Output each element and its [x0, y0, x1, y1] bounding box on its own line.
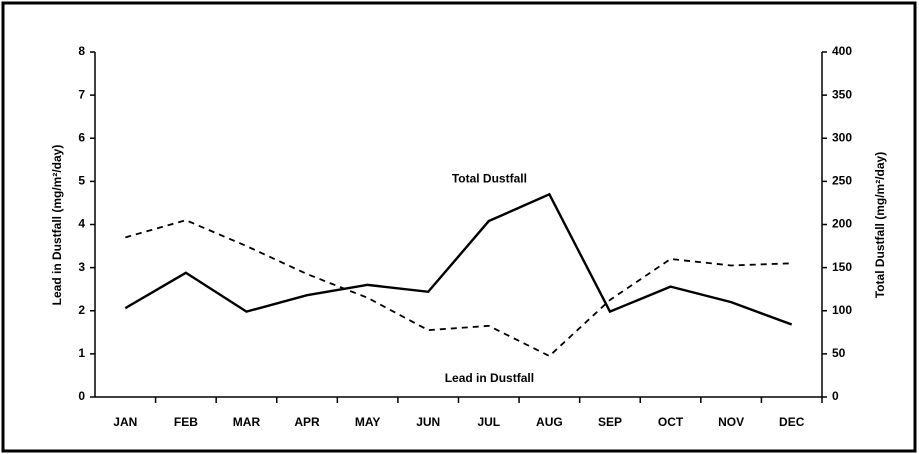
y-tick-label: 0	[78, 389, 85, 403]
x-tick-label: SEP	[598, 415, 622, 429]
line-series	[125, 219, 792, 358]
line-series	[124, 192, 793, 326]
y2-tick-label: 300	[832, 130, 852, 144]
y2-tick-label: 50	[832, 346, 846, 360]
y2-tick-label: 200	[832, 217, 852, 231]
y2-tick-label: 0	[832, 389, 839, 403]
y-tick-label: 6	[78, 130, 85, 144]
y-tick-label: 1	[78, 346, 85, 360]
x-tick-label: MAR	[233, 415, 261, 429]
y-tick-label: 2	[78, 303, 85, 317]
x-tick-label: MAY	[355, 415, 381, 429]
y2-tick-label: 100	[832, 303, 852, 317]
y2-axis-label: Total Dustfall (mg/m²/day)	[873, 152, 887, 298]
x-tick-label: APR	[294, 415, 320, 429]
y-tick-label: 8	[78, 44, 85, 58]
y-tick-label: 4	[78, 217, 85, 231]
x-tick-label: NOV	[718, 415, 744, 429]
y2-tick-label: 250	[832, 174, 852, 188]
x-tick-label: JUL	[477, 415, 500, 429]
y-tick-label: 7	[78, 87, 85, 101]
y-tick-label: 5	[78, 174, 85, 188]
series-annotation: Total Dustfall	[452, 171, 527, 185]
x-tick-label: JAN	[113, 415, 137, 429]
x-tick-label: DEC	[779, 415, 805, 429]
x-tick-label: FEB	[174, 415, 198, 429]
y2-tick-label: 150	[832, 260, 852, 274]
x-tick-label: AUG	[536, 415, 563, 429]
x-tick-label: OCT	[658, 415, 684, 429]
y-axis-label: Lead in Dustfall (mg/m²/day)	[50, 145, 64, 306]
y2-tick-label: 350	[832, 87, 852, 101]
x-tick-label: JUN	[416, 415, 440, 429]
y-tick-label: 3	[78, 260, 85, 274]
series-annotation: Lead in Dustfall	[445, 371, 534, 385]
y2-tick-label: 400	[832, 44, 852, 58]
